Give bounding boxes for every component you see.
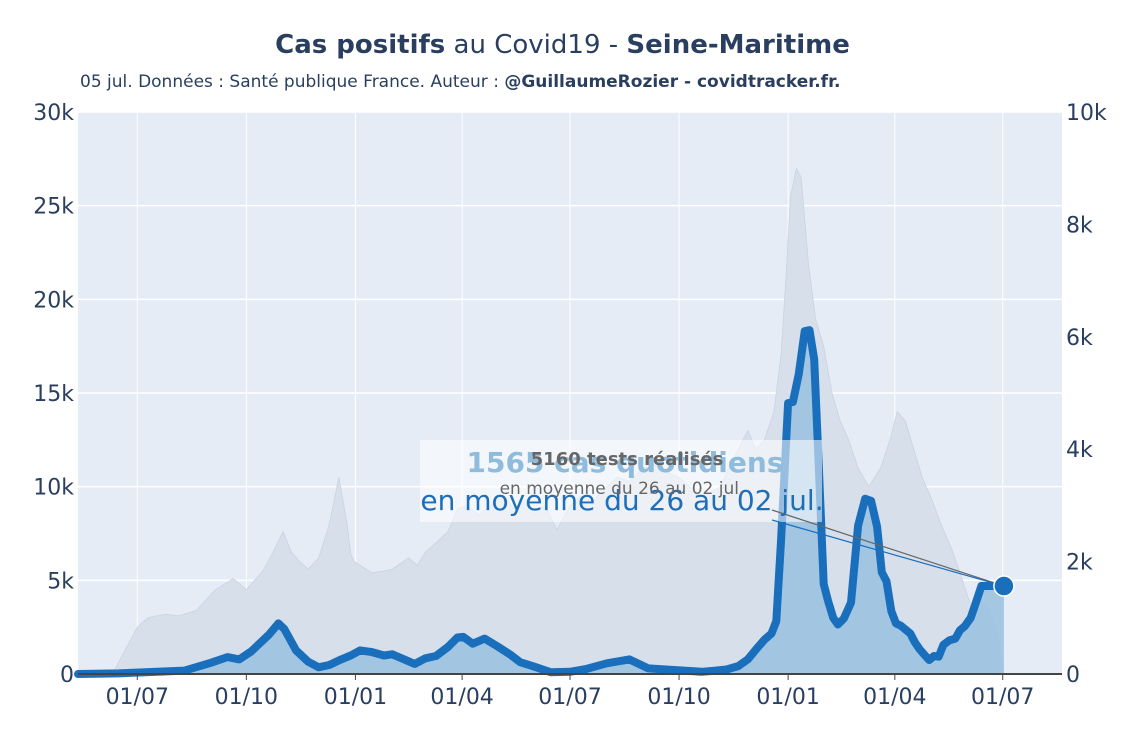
y-left-tick-label: 15k: [33, 382, 74, 407]
x-tick-label: 01/04: [863, 685, 926, 710]
cases-annotation-arrow: [771, 519, 1005, 587]
y-axis-left: 0 5k 10k 15k 20k 25k 30k: [33, 101, 74, 688]
subtitle-author: @GuillaumeRozier - covidtracker.fr.: [504, 72, 841, 92]
last-point-marker: [993, 575, 1015, 597]
tests-annotation-title: 5160 tests réalisés: [531, 449, 724, 470]
chart-title: Cas positifs au Covid19 - Seine-Maritime: [0, 30, 1125, 60]
y-left-tick-label: 5k: [47, 569, 74, 594]
y-right-tick-label: 4k: [1066, 438, 1093, 463]
y-left-tick-label: 20k: [33, 288, 74, 313]
x-tick-label: 01/01: [324, 685, 387, 710]
cases-annotation-title: 1565 cas quotidiens: [466, 446, 783, 479]
y-left-tick-label: 25k: [33, 195, 74, 220]
y-right-tick-label: 2k: [1066, 551, 1093, 576]
y-right-tick-label: 0: [1066, 663, 1080, 688]
tests-annotation-arrow: [771, 509, 1005, 587]
x-tick-label: 01/10: [215, 685, 278, 710]
y-left-tick-label: 30k: [33, 101, 74, 126]
tests-annotation-subtitle: en moyenne du 26 au 02 jul.: [500, 479, 745, 499]
y-right-tick-label: 8k: [1066, 213, 1093, 238]
y-right-tick-label: 6k: [1066, 326, 1093, 351]
subtitle-source: 05 jul. Données : Santé publique France.…: [80, 72, 505, 92]
cases-annotation-subtitle: en moyenne du 26 au 02 jul.: [420, 484, 823, 517]
x-tick-label: 01/10: [647, 685, 710, 710]
title-bold-part: Cas positifs: [275, 30, 446, 60]
annotation-box: [420, 440, 822, 522]
x-tick-label: 01/07: [971, 685, 1034, 710]
title-region: Seine-Maritime: [626, 30, 850, 60]
y-left-tick-label: 0: [60, 663, 74, 688]
y-axis-right: 0 2k 4k 6k 8k 10k: [1066, 101, 1107, 688]
x-tick-label: 01/07: [106, 685, 169, 710]
chart-subtitle: 05 jul. Données : Santé publique France.…: [80, 72, 841, 92]
title-mid-part: au Covid19 -: [445, 30, 627, 60]
x-tick-label: 01/01: [756, 685, 819, 710]
x-axis: 01/07 01/10 01/01 01/04 01/07 01/10 01/01 01/04…: [106, 674, 1034, 710]
x-tick-label: 01/04: [430, 685, 493, 710]
x-tick-label: 01/07: [538, 685, 601, 710]
y-right-tick-label: 10k: [1066, 101, 1107, 126]
cases-line: [74, 326, 1008, 678]
y-left-tick-label: 10k: [33, 476, 74, 501]
